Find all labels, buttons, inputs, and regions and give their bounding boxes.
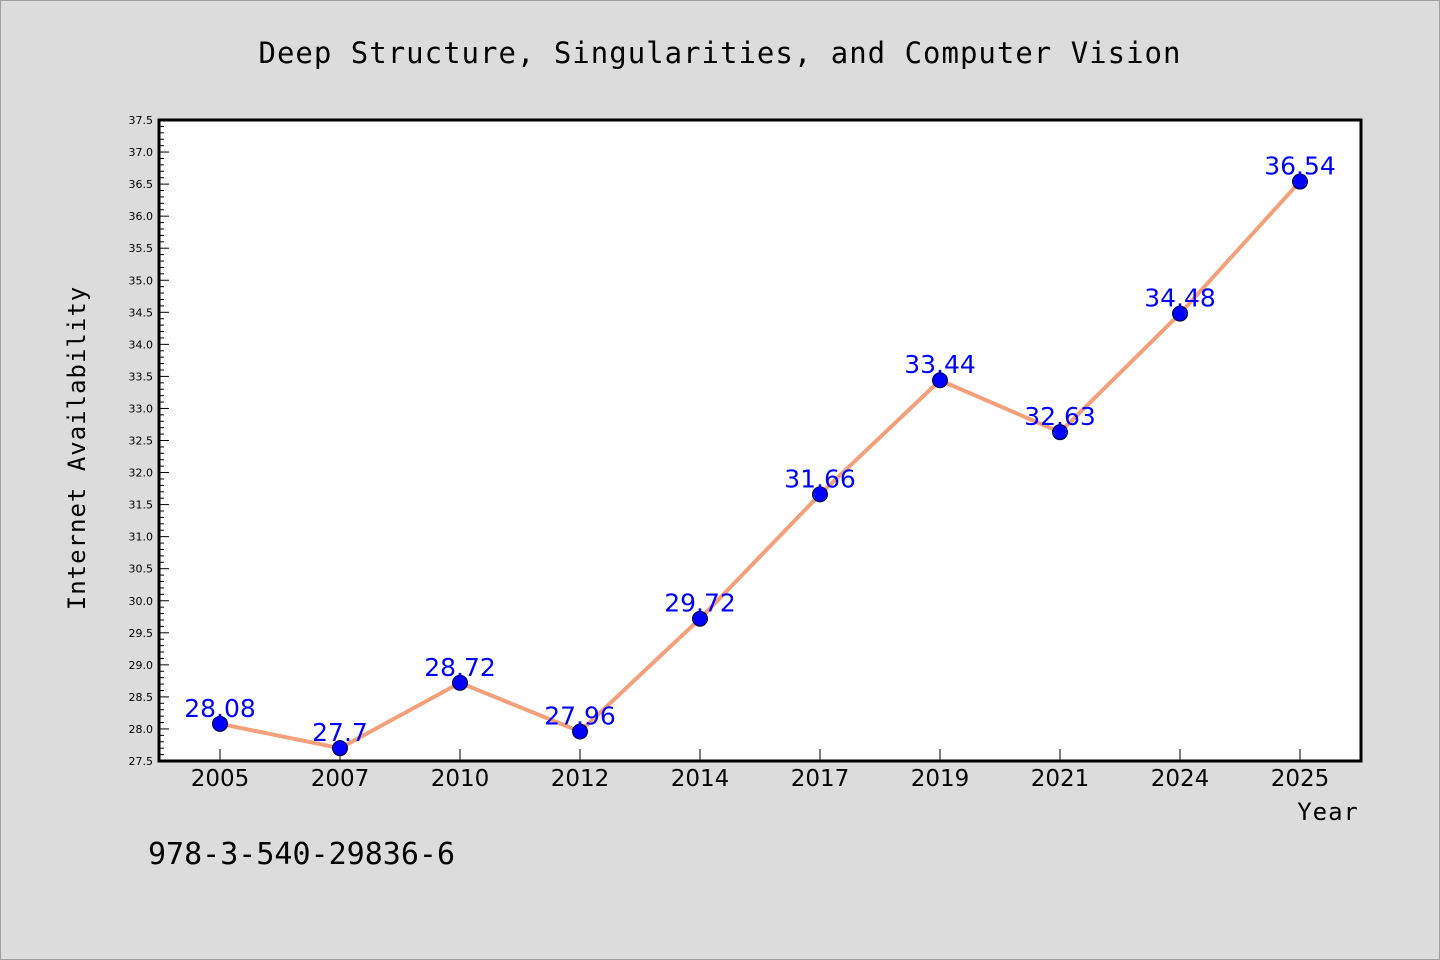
x-tick-label: 2021 — [1031, 766, 1090, 792]
x-tick-label: 2017 — [791, 766, 850, 792]
y-tick-label: 35.5 — [129, 242, 154, 255]
x-tick-label: 2010 — [431, 766, 490, 792]
data-label: 36.54 — [1264, 152, 1336, 181]
data-label-group: 28.08 27.7 28.72 27.96 29.72 31.66 33.44 32.63 3… — [184, 152, 1336, 748]
chart-title: Deep Structure, Singularities, and Compu… — [259, 36, 1182, 70]
y-tick-label: 34.5 — [129, 306, 154, 319]
x-tick-label: 2014 — [671, 766, 730, 792]
y-tick-label: 32.5 — [129, 435, 154, 448]
x-tick-label: 2012 — [551, 766, 610, 792]
data-label: 34.48 — [1144, 284, 1216, 313]
isbn-annotation: 978-3-540-29836-6 — [148, 837, 455, 872]
y-tick-label: 29.0 — [129, 659, 154, 672]
x-tick-label: 2019 — [911, 766, 970, 792]
y-tick-label: 28.5 — [129, 691, 154, 704]
data-point — [812, 486, 828, 503]
y-tick-label: 35.0 — [129, 274, 154, 287]
y-tick-label: 32.0 — [129, 467, 154, 480]
data-label: 31.66 — [784, 464, 856, 493]
y-axis: 27.5 28.0 28.5 29.0 29.5 30.0 30.5 31.0 31.5 32.0… — [129, 114, 169, 768]
y-tick-label: 36.5 — [129, 178, 154, 191]
data-point — [692, 610, 708, 627]
x-tick-label: 2005 — [191, 766, 250, 792]
data-point — [452, 674, 468, 691]
y-tick-label: 28.0 — [129, 723, 154, 736]
plot-area — [157, 118, 1363, 763]
data-label: 27.96 — [544, 702, 616, 731]
data-label: 29.72 — [664, 589, 736, 618]
x-axis-label: Year — [1297, 798, 1359, 826]
data-point — [932, 372, 948, 389]
y-tick-label: 31.5 — [129, 499, 154, 512]
data-label: 28.08 — [184, 694, 256, 723]
y-tick-label: 34.0 — [129, 338, 154, 351]
data-label: 33.44 — [904, 350, 976, 379]
data-label: 28.72 — [424, 653, 496, 682]
series-group — [219, 180, 1302, 751]
y-tick-label: 36.0 — [129, 210, 154, 223]
series-line — [219, 180, 1302, 751]
x-axis: 2005 2007 2010 2012 2014 2017 2019 2021 2024 2025 — [191, 749, 1330, 792]
y-axis-label: Internet Availability — [63, 286, 91, 610]
marker-group — [212, 173, 1308, 757]
data-point — [572, 723, 588, 740]
x-tick-label: 2025 — [1271, 766, 1330, 792]
data-point — [332, 740, 348, 757]
y-tick-label: 29.5 — [129, 627, 154, 640]
y-tick-label: 37.0 — [129, 146, 154, 159]
data-point — [1052, 424, 1068, 441]
y-tick-label: 31.0 — [129, 531, 154, 544]
y-tick-label: 33.5 — [129, 370, 154, 383]
data-point — [1292, 173, 1308, 190]
data-point — [212, 715, 228, 732]
y-tick-label: 30.5 — [129, 563, 154, 576]
data-label: 27.7 — [312, 718, 368, 747]
x-tick-label: 2024 — [1151, 766, 1210, 792]
data-point — [1172, 305, 1188, 322]
y-tick-label: 30.0 — [129, 595, 154, 608]
y-tick-label: 33.0 — [129, 402, 154, 415]
data-label: 32.63 — [1024, 402, 1096, 431]
y-tick-label: 37.5 — [129, 114, 154, 127]
y-tick-label: 27.5 — [129, 755, 154, 768]
x-tick-label: 2007 — [311, 766, 370, 792]
